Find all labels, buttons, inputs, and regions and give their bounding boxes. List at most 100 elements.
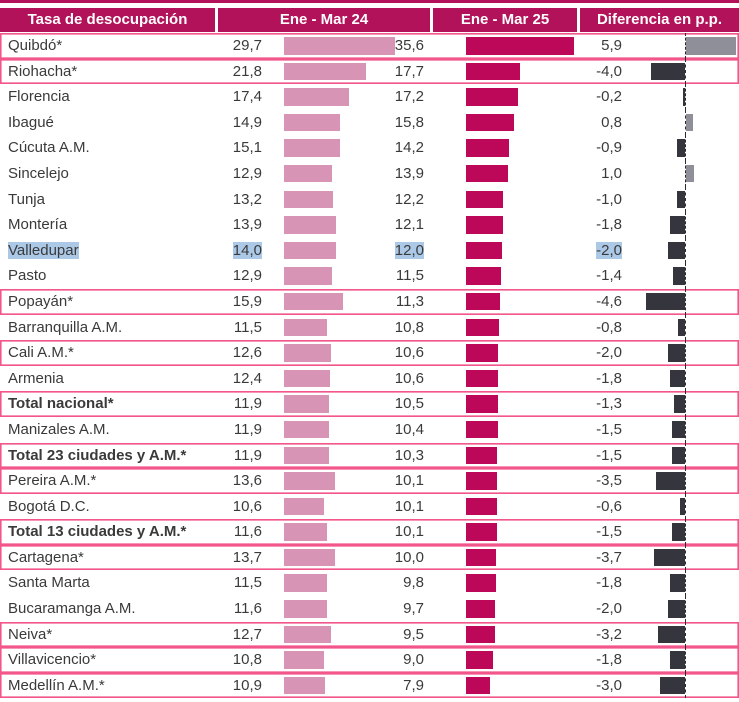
- diff-bar: [653, 548, 685, 567]
- bar-ene-mar-24: [284, 62, 366, 81]
- value-diferencia: -1,5: [596, 446, 622, 464]
- diff-zero-axis: [685, 135, 686, 161]
- value-ene-mar-24: 10,6: [232, 497, 262, 515]
- bar-ene-mar-25: [466, 369, 499, 388]
- table-row: Cali A.M.* 12,6 10,6 -2,0: [0, 340, 739, 366]
- column-header-ene-mar-25: Ene - Mar 25: [433, 8, 577, 32]
- value-ene-mar-24: 17,4: [232, 88, 262, 106]
- top-rule: [0, 0, 739, 3]
- value-diferencia: 1,0: [601, 164, 622, 182]
- value-diferencia: -4,0: [596, 62, 622, 80]
- value-diferencia: -4,6: [596, 292, 622, 310]
- diff-bar: [668, 600, 685, 618]
- bar-ene-mar-24: [284, 574, 327, 592]
- bar-ene-mar-24: [284, 190, 334, 209]
- bar-ene-mar-24: [284, 216, 336, 234]
- city-name: Montería: [8, 216, 68, 234]
- table-row: Valledupar 14,0 12,0 -2,0: [0, 237, 739, 264]
- city-name: Santa Marta: [8, 574, 90, 592]
- diff-bar: [678, 318, 685, 337]
- bar-ene-mar-25: [466, 37, 574, 55]
- bar-ene-mar-25: [466, 625, 495, 644]
- diff-bar: [679, 497, 685, 516]
- value-ene-mar-24: 11,5: [233, 318, 262, 336]
- value-ene-mar-24: 14,9: [232, 113, 262, 131]
- table-row: Villavicencio* 10,8 9,0 -1,8: [0, 647, 739, 673]
- bar-ene-mar-24: [284, 625, 332, 644]
- table-row: Medellín A.M.* 10,9 7,9 -3,0: [0, 672, 739, 699]
- bar-ene-mar-24: [284, 676, 325, 695]
- value-ene-mar-24: 12,4: [232, 369, 262, 387]
- value-diferencia: -2,0: [596, 344, 622, 362]
- diff-bar: [683, 88, 685, 106]
- value-diferencia: -1,5: [596, 420, 622, 438]
- value-diferencia: -3,2: [596, 625, 622, 643]
- diff-bar: [668, 241, 685, 260]
- bar-ene-mar-25: [466, 651, 494, 669]
- bar-ene-mar-24: [284, 164, 333, 183]
- city-name: Ibagué: [8, 113, 54, 131]
- diff-bar: [669, 216, 685, 234]
- value-ene-mar-24: 11,9: [233, 395, 262, 413]
- value-ene-mar-24: 13,6: [232, 472, 262, 490]
- diff-zero-axis: [685, 288, 686, 315]
- value-ene-mar-24: 11,9: [233, 420, 262, 438]
- city-name: Popayán*: [8, 292, 74, 310]
- bar-ene-mar-24: [284, 241, 337, 260]
- value-ene-mar-25: 9,8: [403, 574, 424, 592]
- bar-ene-mar-25: [466, 241, 503, 260]
- value-ene-mar-25: 12,1: [394, 216, 424, 234]
- value-ene-mar-25: 9,7: [403, 600, 424, 618]
- value-ene-mar-25: 14,2: [394, 139, 424, 157]
- diff-bar: [672, 523, 685, 541]
- diff-bar: [669, 574, 685, 592]
- diff-zero-axis: [685, 519, 686, 545]
- bar-ene-mar-25: [466, 62, 520, 81]
- city-name: Barranquilla A.M.: [8, 318, 123, 336]
- bar-ene-mar-25: [466, 395, 498, 413]
- diff-bar: [686, 37, 736, 55]
- table-body: Quibdó* 29,7 35,6 5,9 Riohacha* 21,8 17,…: [0, 33, 739, 699]
- bar-ene-mar-25: [466, 113, 514, 132]
- bar-ene-mar-25: [466, 292, 501, 311]
- bar-ene-mar-24: [284, 318, 327, 337]
- value-diferencia: -1,8: [596, 574, 622, 592]
- diff-zero-axis: [685, 263, 686, 289]
- value-diferencia: 0,8: [601, 113, 622, 131]
- bar-ene-mar-24: [284, 88, 350, 106]
- value-diferencia: -2,0: [596, 241, 622, 259]
- bar-ene-mar-24: [284, 267, 333, 285]
- value-ene-mar-25: 11,5: [395, 267, 424, 285]
- value-ene-mar-24: 13,2: [232, 190, 262, 208]
- value-ene-mar-25: 10,5: [394, 395, 424, 413]
- bar-ene-mar-25: [466, 497, 497, 516]
- column-header-diferencia: Diferencia en p.p.: [580, 8, 739, 32]
- diff-zero-axis: [685, 672, 686, 699]
- value-ene-mar-25: 10,8: [394, 318, 424, 336]
- table-row: Armenia 12,4 10,6 -1,8: [0, 365, 739, 392]
- city-name: Florencia: [8, 88, 70, 106]
- city-name: Villavicencio*: [8, 651, 97, 669]
- diff-zero-axis: [685, 84, 686, 110]
- diff-zero-axis: [685, 212, 686, 238]
- value-ene-mar-25: 17,2: [394, 88, 424, 106]
- diff-bar: [669, 651, 685, 669]
- bar-ene-mar-25: [466, 523, 497, 541]
- diff-zero-axis: [685, 109, 686, 136]
- table-header: Tasa de desocupación Ene - Mar 24 Ene - …: [0, 8, 739, 32]
- value-diferencia: -1,0: [596, 190, 622, 208]
- bar-ene-mar-24: [284, 446, 329, 464]
- value-ene-mar-24: 11,5: [233, 574, 262, 592]
- value-diferencia: -3,0: [596, 676, 622, 694]
- bar-ene-mar-25: [466, 344, 499, 362]
- value-diferencia: 5,9: [601, 37, 622, 54]
- table-row: Pasto 12,9 11,5 -1,4: [0, 263, 739, 289]
- value-diferencia: -3,7: [596, 548, 622, 566]
- table-row: Riohacha* 21,8 17,7 -4,0: [0, 58, 739, 85]
- city-name: Cartagena*: [8, 548, 84, 566]
- bar-ene-mar-24: [284, 548, 336, 567]
- value-diferencia: -1,3: [596, 395, 622, 413]
- value-ene-mar-24: 13,7: [232, 548, 262, 566]
- value-ene-mar-25: 11,3: [395, 292, 424, 310]
